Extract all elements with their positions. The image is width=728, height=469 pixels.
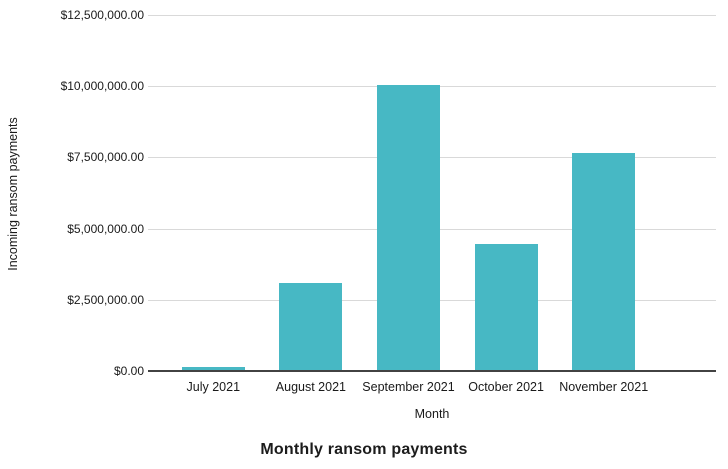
x-axis-title: Month	[414, 407, 450, 421]
y-tick-label: $2,500,000.00	[67, 292, 144, 307]
y-tick-label: $12,500,000.00	[60, 8, 144, 22]
bar-july-2021	[181, 367, 245, 371]
x-axis-line	[148, 370, 716, 372]
y-tick-label: $0.00	[113, 364, 144, 378]
bar-august-2021	[279, 283, 343, 371]
x-tick-label: September 2021	[362, 380, 455, 394]
y-tick-label: $7,500,000.00	[67, 150, 144, 165]
bar-september-2021	[377, 85, 440, 371]
chart-title: Monthly ransom payments	[260, 441, 468, 458]
bar-october-2021	[474, 244, 538, 371]
gridline	[148, 15, 716, 16]
x-tick-label: October 2021	[468, 380, 544, 394]
y-tick-label: $10,000,000.00	[60, 79, 144, 94]
x-tick-label: August 2021	[275, 380, 346, 394]
x-tick-label: July 2021	[186, 380, 241, 394]
y-tick-label: $5,000,000.00	[67, 221, 144, 236]
bar-november-2021	[572, 153, 636, 371]
y-axis-title: Incoming ransom payments	[6, 117, 20, 271]
x-tick-label: November 2021	[559, 380, 649, 394]
